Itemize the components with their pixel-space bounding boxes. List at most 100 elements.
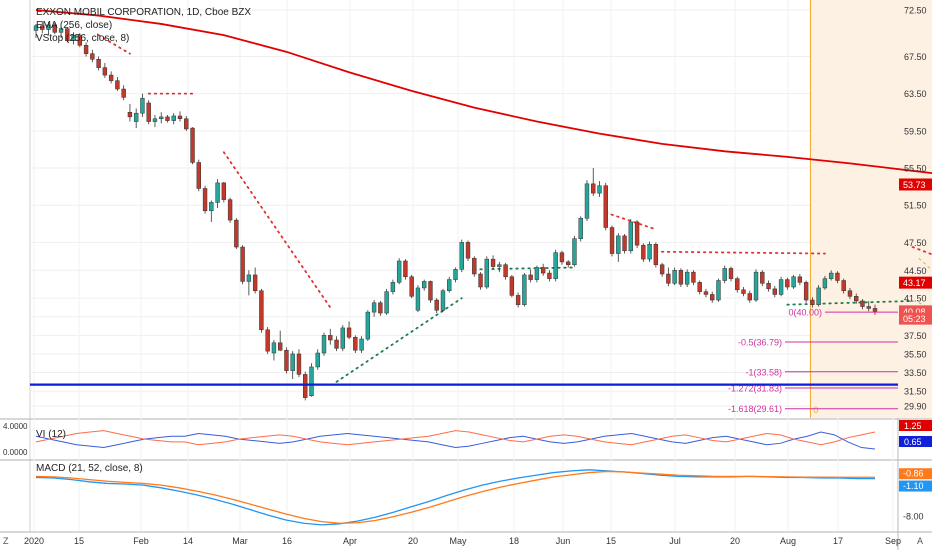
candle <box>440 288 446 313</box>
candle <box>227 197 233 223</box>
candle <box>58 25 64 38</box>
price-tick-label: 59.50 <box>904 126 927 136</box>
candle-body <box>240 246 245 282</box>
signal-value: -0.86 <box>903 469 924 479</box>
fib-level-label: -0.5(36.79) <box>738 337 782 347</box>
candle-body <box>265 329 270 352</box>
candle <box>359 336 364 354</box>
candle-body <box>616 235 621 254</box>
candle <box>46 22 51 36</box>
candle-body <box>584 183 590 219</box>
candle-body <box>835 272 840 281</box>
candle-body <box>171 115 176 121</box>
candle-body <box>653 244 659 265</box>
price-label: 40.08 <box>903 307 926 317</box>
macd-value: -1.10 <box>903 481 924 491</box>
vi-minus-line <box>35 430 876 446</box>
candle <box>140 93 145 117</box>
candle-body <box>146 102 151 122</box>
price-label: 43.17 <box>903 278 926 288</box>
candle <box>40 21 45 34</box>
candle-body <box>741 289 746 294</box>
fib-level-label: -1.618(29.61) <box>728 404 782 414</box>
candle <box>309 363 314 397</box>
date-range-box <box>810 0 932 418</box>
candle-body <box>52 24 57 33</box>
candle <box>115 76 120 91</box>
candle-body <box>328 335 333 341</box>
candle-body <box>828 272 834 279</box>
candle-body <box>785 279 790 288</box>
candle-body <box>659 264 665 275</box>
candle-body <box>860 300 865 307</box>
auto-scale-button[interactable]: A <box>917 536 923 546</box>
candle <box>860 299 865 310</box>
candle-body <box>227 199 233 221</box>
candle-body <box>403 260 408 278</box>
candle-body <box>284 349 289 371</box>
candle <box>196 159 201 192</box>
candle <box>240 245 245 285</box>
candle-body <box>641 244 646 260</box>
candle <box>854 293 859 304</box>
candle <box>315 349 320 370</box>
candle-body <box>378 302 383 314</box>
candle-body <box>710 294 715 301</box>
candle-body <box>841 280 846 291</box>
candle <box>447 276 452 293</box>
candle <box>622 234 627 254</box>
candle <box>378 300 383 316</box>
price-tick-label: 72.50 <box>904 6 927 16</box>
candle-body <box>152 118 158 122</box>
candle-body <box>303 374 308 398</box>
candle <box>321 332 327 356</box>
vstop-segment <box>335 297 463 383</box>
candle-body <box>766 283 771 290</box>
candle-body <box>340 327 345 349</box>
candle-body <box>484 258 489 288</box>
price-tick-label: 63.50 <box>904 89 927 99</box>
candle-body <box>71 34 76 41</box>
candle-body <box>735 278 740 291</box>
candle-body <box>58 28 64 33</box>
candle-body <box>184 118 189 130</box>
timezone-button[interactable]: Z <box>3 536 9 546</box>
candle-body <box>440 290 446 311</box>
candle <box>728 266 734 282</box>
candle <box>753 269 759 302</box>
candle-body <box>515 295 521 305</box>
candle-body <box>847 290 853 297</box>
candle-body <box>490 258 496 267</box>
candle-body <box>196 162 201 189</box>
candle <box>159 112 164 124</box>
date-tick-label: 14 <box>183 536 193 546</box>
candle-body <box>422 281 427 289</box>
candle-body <box>566 261 571 265</box>
vstop-legend: VStop (256, close, 8) <box>36 33 129 44</box>
candle-body <box>277 342 283 351</box>
date-tick-label: 20 <box>730 536 740 546</box>
candle <box>641 243 646 262</box>
candle <box>584 180 590 222</box>
candle-body <box>753 271 759 301</box>
price-label-box <box>899 178 932 191</box>
candle <box>578 216 583 242</box>
vstop-segment <box>604 211 657 231</box>
candle <box>409 274 414 299</box>
candle <box>760 270 765 287</box>
candle <box>215 179 220 208</box>
candle <box>290 351 295 380</box>
candle <box>540 263 546 276</box>
candle-body <box>716 280 721 301</box>
candle <box>177 111 183 122</box>
fib-level-label: -1.272(31.83) <box>728 384 782 394</box>
date-tick-label: Jun <box>556 536 571 546</box>
candle <box>791 274 796 289</box>
candle <box>33 23 39 38</box>
candle <box>653 242 659 268</box>
price-tick-label: 29.90 <box>904 402 927 412</box>
candle <box>234 218 239 249</box>
candle <box>340 325 345 352</box>
candle <box>835 271 840 284</box>
